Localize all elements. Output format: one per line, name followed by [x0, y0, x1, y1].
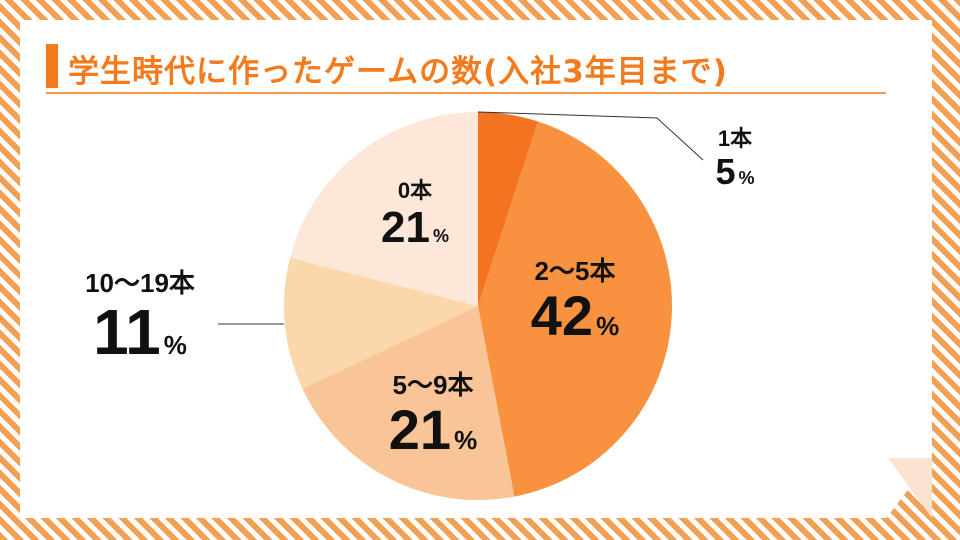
slice-label: 1本 5%	[690, 128, 780, 190]
slice-value-label: 11	[93, 296, 161, 368]
slice-category-label: 5～9本	[392, 370, 474, 400]
slice-category-label: 0本	[397, 178, 433, 203]
pie-slice	[290, 112, 478, 306]
slice-unit-label: %	[432, 226, 449, 246]
slice-label: 10～19本 11%	[40, 270, 240, 364]
slice-unit-label: %	[163, 330, 187, 360]
page-fold-corner	[888, 458, 932, 518]
title-bar: 学生時代に作ったゲームの数(入社3年目まで)	[46, 44, 886, 94]
chart-title: 学生時代に作ったゲームの数(入社3年目まで)	[68, 54, 728, 90]
title-accent-block	[46, 44, 58, 88]
slice-unit-label: %	[738, 168, 755, 188]
slice-value-label: 5	[715, 151, 736, 192]
slice-value-label: 21	[381, 203, 430, 252]
slice-label: 5～9本 21%	[358, 372, 508, 458]
slice-category-label: 1本	[717, 126, 753, 151]
slice-label: 2～5本 42%	[500, 258, 650, 344]
slice-unit-label: %	[596, 311, 620, 341]
pie-slice	[478, 121, 672, 497]
slice-category-label: 2～5本	[534, 256, 616, 286]
slice-category-label: 10～19本	[85, 268, 195, 298]
pie-slice	[302, 306, 515, 500]
slice-value-label: 21	[388, 398, 452, 461]
pie-slice	[478, 112, 538, 306]
slice-label: 0本 21%	[350, 180, 480, 250]
pie-slice	[284, 257, 478, 389]
leader-line	[477, 111, 704, 161]
slice-value-label: 42	[530, 284, 594, 347]
slice-unit-label: %	[454, 425, 478, 455]
